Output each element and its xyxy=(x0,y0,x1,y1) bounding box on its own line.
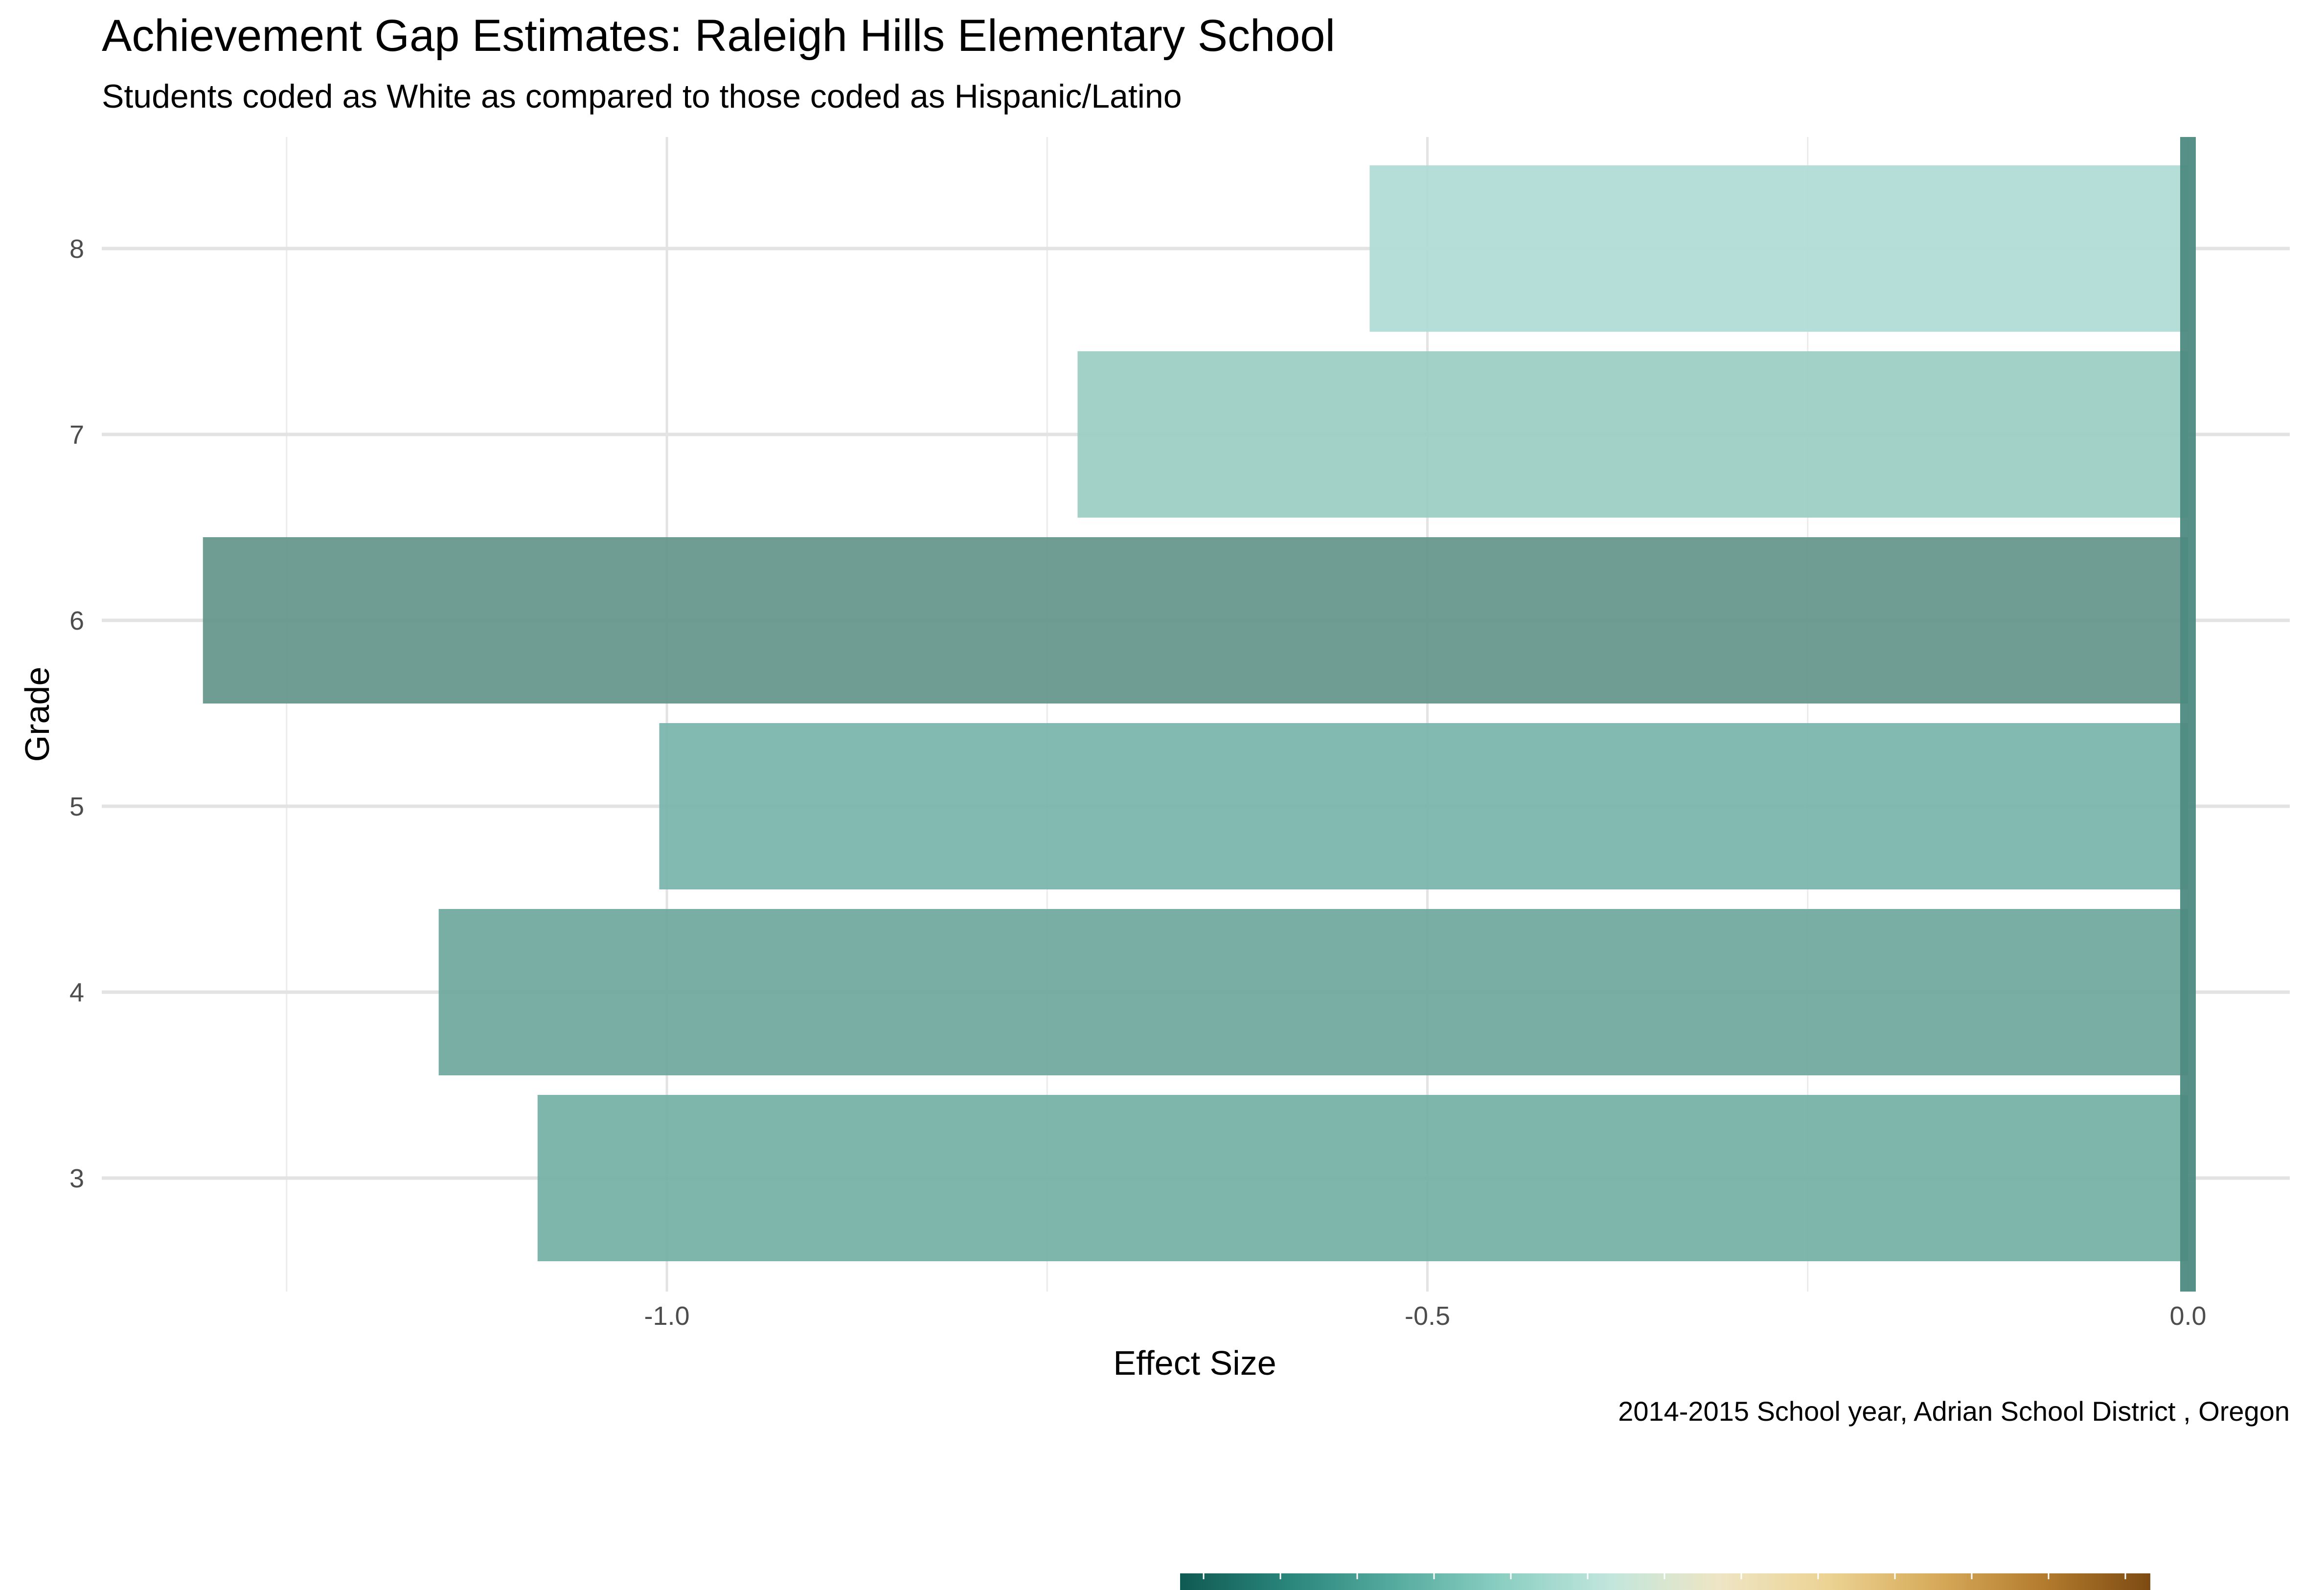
bar-grade-6 xyxy=(203,537,2188,704)
y-tick-label: 5 xyxy=(69,792,84,821)
chart-subtitle: Students coded as White as compared to t… xyxy=(102,78,1182,115)
chart-caption: 2014-2015 School year, Adrian School Dis… xyxy=(1618,1396,2290,1427)
x-tick-label: 0.0 xyxy=(2169,1301,2206,1331)
x-tick-label: -1.0 xyxy=(644,1301,689,1331)
y-tick-label: 8 xyxy=(69,234,84,264)
bar-grade-5 xyxy=(659,723,2188,889)
bar-grade-8 xyxy=(1369,165,2188,332)
axes: 3 4 5 6 7 8 -1.0 -0.5 0.0 xyxy=(69,234,2207,1331)
color-legend xyxy=(1180,1573,2150,1590)
chart-title: Achievement Gap Estimates: Raleigh Hills… xyxy=(102,11,1335,61)
bar-grade-4 xyxy=(438,909,2188,1075)
y-tick-label: 3 xyxy=(69,1164,84,1193)
bars xyxy=(203,165,2188,1261)
x-axis-label: Effect Size xyxy=(1113,1344,1276,1382)
y-tick-label: 7 xyxy=(69,420,84,450)
bar-grade-7 xyxy=(1077,351,2188,518)
bar-grade-3 xyxy=(537,1095,2188,1261)
y-tick-label: 6 xyxy=(69,606,84,636)
x-tick-label: -0.5 xyxy=(1405,1301,1450,1331)
y-tick-label: 4 xyxy=(69,978,84,1007)
y-axis-label: Grade xyxy=(18,667,56,762)
